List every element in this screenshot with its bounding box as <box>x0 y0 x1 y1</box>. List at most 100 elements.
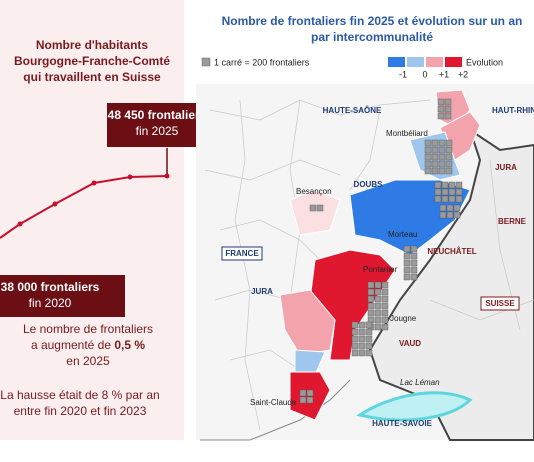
note: a augmenté de 0,5 % <box>31 338 145 352</box>
square <box>445 167 453 175</box>
square <box>441 195 449 203</box>
map <box>196 84 534 441</box>
square <box>365 349 373 357</box>
country-box <box>480 296 520 311</box>
square <box>374 281 382 289</box>
square <box>365 328 373 336</box>
square <box>448 188 456 196</box>
note: Le nombre de frontaliers <box>23 322 153 336</box>
square <box>381 316 389 324</box>
square <box>381 323 389 331</box>
callout-box <box>107 103 207 147</box>
legend-tick: 0 <box>422 69 427 79</box>
square <box>365 321 373 329</box>
square <box>444 98 452 106</box>
lake-label: Lac Léman <box>400 378 440 387</box>
square <box>374 309 382 317</box>
square <box>445 146 453 154</box>
callout-period: fin 2020 <box>29 296 72 310</box>
department-label: DOUBS <box>354 180 384 189</box>
town-label: Saint-Claude <box>250 398 297 407</box>
country-box <box>221 246 263 261</box>
square <box>424 153 432 161</box>
town-label: Jougne <box>390 314 417 323</box>
map-title: Nombre de frontaliers fin 2025 et évolut… <box>222 14 523 28</box>
square <box>434 195 442 203</box>
note: en 2025 <box>66 354 110 368</box>
note-text: a augmenté de <box>31 338 114 352</box>
square <box>381 309 389 317</box>
square <box>453 211 461 219</box>
square <box>437 98 445 106</box>
square <box>437 112 445 120</box>
town-label: Besançon <box>296 187 332 196</box>
square <box>299 396 307 404</box>
square <box>381 288 389 296</box>
square <box>358 342 366 350</box>
town-label: Montbéliard <box>386 129 428 138</box>
square <box>367 288 375 296</box>
map-title: par intercommunalité <box>311 30 433 44</box>
square <box>351 342 359 350</box>
square <box>367 295 375 303</box>
town-label: Pontarlier <box>363 265 398 274</box>
square <box>438 160 446 168</box>
square <box>424 167 432 175</box>
square <box>403 252 411 260</box>
square <box>358 321 366 329</box>
legend-tick: +2 <box>458 69 468 79</box>
square <box>431 139 439 147</box>
square <box>448 181 456 189</box>
square <box>445 160 453 168</box>
square <box>403 266 411 274</box>
square <box>367 309 375 317</box>
square <box>437 105 445 113</box>
square <box>358 349 366 357</box>
square <box>403 245 411 253</box>
callout-period: fin 2025 <box>136 124 179 138</box>
square <box>351 349 359 357</box>
square <box>410 252 418 260</box>
square <box>374 295 382 303</box>
square <box>410 259 418 267</box>
left-title: Nombre d'habitants <box>36 38 149 52</box>
square <box>453 204 461 212</box>
square <box>374 288 382 296</box>
note: entre fin 2020 et fin 2023 <box>14 404 147 418</box>
square <box>424 139 432 147</box>
country-label: SUISSE <box>485 299 515 308</box>
department-label: HAUTE-SAÔNE <box>323 106 382 115</box>
legend-square-label: 1 carré = 200 frontaliers <box>214 57 310 67</box>
square <box>446 211 454 219</box>
square <box>358 335 366 343</box>
square <box>410 266 418 274</box>
square <box>441 181 449 189</box>
square <box>374 316 382 324</box>
square <box>365 335 373 343</box>
square <box>438 153 446 161</box>
legend-tick: -1 <box>399 69 407 79</box>
department-label: JURA <box>251 287 273 296</box>
legend-scale <box>388 57 462 67</box>
square <box>439 211 447 219</box>
square <box>444 105 452 113</box>
callout-value: 38 000 frontaliers <box>1 280 100 294</box>
department-label: HAUTE-SAVOIE <box>372 419 433 428</box>
square <box>424 160 432 168</box>
left-title: Bourgogne-Franche-Comté <box>14 54 170 68</box>
left-panel <box>0 0 184 440</box>
department-label: HAUT-RHIN <box>492 106 534 115</box>
square <box>448 195 456 203</box>
square <box>438 146 446 154</box>
square <box>441 188 449 196</box>
square <box>306 389 314 397</box>
square <box>455 181 463 189</box>
square <box>444 112 452 120</box>
left-title: qui travaillent en Suisse <box>23 70 161 84</box>
square <box>410 245 418 253</box>
trend-line <box>0 175 168 239</box>
square <box>431 167 439 175</box>
square <box>434 188 442 196</box>
square <box>381 302 389 310</box>
square <box>445 153 453 161</box>
